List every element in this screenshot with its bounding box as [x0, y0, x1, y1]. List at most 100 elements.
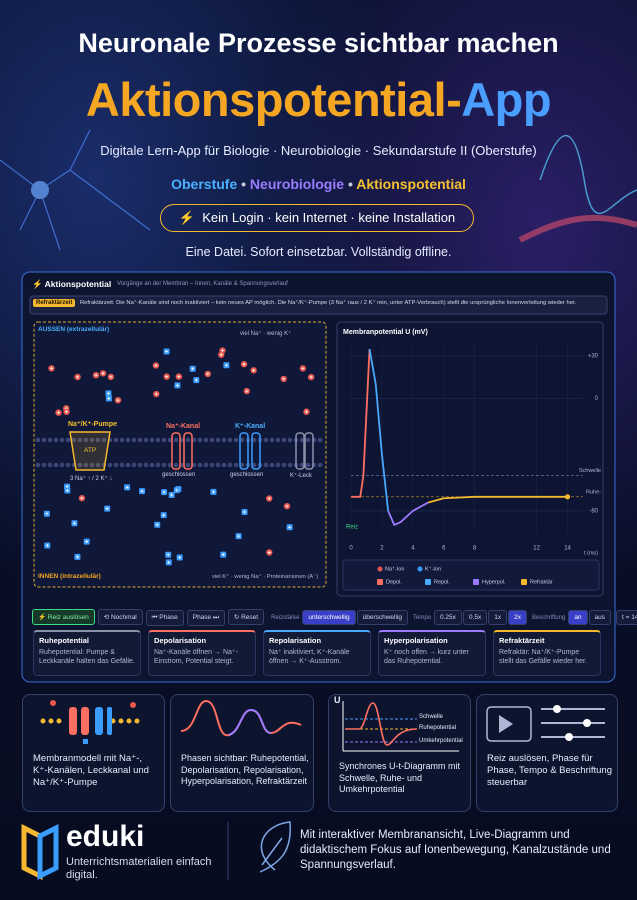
- lipid-head: [113, 462, 119, 468]
- lipid-head: [179, 437, 185, 443]
- lipid-head: [191, 462, 197, 468]
- footer-text: Mit interaktiver Membranansicht, Live-Di…: [300, 829, 611, 871]
- channel-subunit: [251, 432, 261, 470]
- option-button[interactable]: 1x: [488, 610, 508, 625]
- lipid-head: [281, 462, 287, 468]
- info-badge: Refraktärzeit: [33, 299, 76, 307]
- option-button[interactable]: unterschwellig: [302, 610, 356, 625]
- option-button[interactable]: aus: [588, 610, 612, 625]
- control-button[interactable]: ↻ Reset: [227, 609, 265, 625]
- legend-label: Repol.: [434, 579, 450, 585]
- phase-card[interactable]: Hyperpolarisation K⁺ noch offen → kurz un…: [378, 630, 486, 676]
- lipid-head: [41, 462, 47, 468]
- lipid-head: [53, 462, 59, 468]
- ion-plus: [154, 392, 158, 396]
- phase-text: Na⁺-Kanäle öffnen → Na⁺-Einstrom, Potent…: [154, 649, 238, 665]
- ion-plus: [175, 383, 179, 387]
- lipid-head: [269, 462, 275, 468]
- ion-plus: [177, 375, 181, 379]
- control-label: Tempo: [412, 615, 431, 621]
- leak-label: K⁺-Leck: [290, 473, 312, 479]
- phase-card[interactable]: Ruhepotential Ruhepotential: Pumpe & Leck…: [33, 630, 141, 676]
- app-title: ⚡ Aktionspotential: [32, 279, 112, 289]
- lipid-head: [143, 462, 149, 468]
- y-tick-label: -80: [589, 508, 598, 514]
- control-button[interactable]: Phase ⏭: [186, 610, 225, 626]
- ion-plus: [140, 489, 144, 493]
- phase-card[interactable]: Repolarisation Na⁺ inaktiviert, K⁺-Kanäle…: [263, 630, 371, 676]
- lipid-head: [215, 437, 221, 443]
- lipid-head: [239, 462, 245, 468]
- lipid-head: [35, 437, 41, 443]
- legend-label: Hyperpol.: [482, 579, 506, 585]
- lipid-head: [113, 437, 119, 443]
- controls-icon: [486, 705, 605, 742]
- ion-plus: [116, 398, 120, 402]
- x-axis-label: t (ms): [584, 550, 598, 556]
- lipid-head: [77, 437, 83, 443]
- info-text: Refraktärzeit: Die Na⁺-Kanäle sind noch …: [80, 300, 577, 306]
- lipid-head: [221, 437, 227, 443]
- option-button[interactable]: 2x: [508, 610, 527, 625]
- lipid-head: [101, 437, 107, 443]
- ion-plus: [65, 410, 69, 414]
- option-button[interactable]: an: [568, 610, 588, 625]
- ion-plus: [106, 391, 110, 395]
- ion-plus: [165, 375, 169, 379]
- ion-plus: [301, 366, 305, 370]
- icon-label: Umkehrpotential: [419, 738, 463, 744]
- lipid-head: [59, 437, 65, 443]
- ion-plus: [252, 368, 256, 372]
- brand-tagline: Unterrichtsmaterialien einfach digital.: [66, 856, 212, 881]
- lipid-head: [185, 437, 191, 443]
- lipid-head: [269, 437, 275, 443]
- ion-plus: [178, 556, 182, 560]
- option-button[interactable]: 0.25x: [434, 610, 462, 625]
- ion-plus: [167, 560, 171, 564]
- phase-title: Refraktärzeit: [499, 636, 545, 645]
- phases-icon: [180, 699, 302, 737]
- rest-label: Ruhe-: [586, 489, 601, 495]
- control-button[interactable]: ⚡ Reiz auslösen: [32, 609, 95, 625]
- annotation: Reiz: [346, 525, 358, 531]
- lipid-head: [59, 462, 65, 468]
- bolt-icon: ⚡: [178, 210, 195, 225]
- option-button[interactable]: überschwellig: [356, 610, 408, 625]
- app-subtitle: Vorgänge an der Membran – Innen, Kanäle …: [117, 281, 288, 287]
- lipid-head: [233, 462, 239, 468]
- lipid-head: [125, 437, 131, 443]
- lipid-head: [233, 437, 239, 443]
- ion-plus: [267, 496, 271, 500]
- lipid-head: [185, 462, 191, 468]
- ion-plus: [170, 493, 174, 497]
- ion-plus: [107, 396, 111, 400]
- k-state: geschlossen: [230, 472, 264, 478]
- tag-separator: •: [241, 176, 247, 192]
- legend-label: Refraktär: [530, 579, 553, 585]
- ion-plus: [76, 375, 80, 379]
- option-button[interactable]: 0.5x: [462, 610, 488, 625]
- control-button[interactable]: ⟲ Nochmal: [97, 609, 143, 625]
- phase-text: K⁺ noch offen → kurz unter das Ruhepoten…: [384, 649, 469, 665]
- ion-plus: [80, 496, 84, 500]
- legend-box: [342, 559, 600, 591]
- feature-card: Membranmodell mit Na⁺-, K⁺-Kanälen, Leck…: [22, 694, 165, 812]
- ion-plus: [219, 353, 223, 357]
- ion-plus: [162, 513, 166, 517]
- legend-swatch: [521, 579, 527, 585]
- lipid-head: [161, 462, 167, 468]
- legend-swatch: [473, 579, 479, 585]
- pump-note: 3 Na⁺ ↑ / 2 K⁺ ↓: [70, 476, 113, 482]
- na-state: geschlossen: [162, 472, 196, 478]
- chart-panel: [336, 321, 604, 597]
- lipid-head: [209, 437, 215, 443]
- control-button[interactable]: ⏮ Phase: [145, 610, 184, 626]
- leaf-icon: [259, 821, 291, 873]
- phase-card[interactable]: Refraktärzeit Refraktär: Na⁺/K⁺-Pumpe ste…: [493, 630, 601, 676]
- ion-plus: [165, 349, 169, 353]
- phase-card[interactable]: Depolarisation Na⁺-Kanäle öffnen → Na⁺-Ei…: [148, 630, 256, 676]
- phase-title: Hyperpolarisation: [384, 636, 448, 645]
- ion-plus: [94, 373, 98, 377]
- channel-subunit: [171, 432, 181, 470]
- ion-plus: [65, 488, 69, 492]
